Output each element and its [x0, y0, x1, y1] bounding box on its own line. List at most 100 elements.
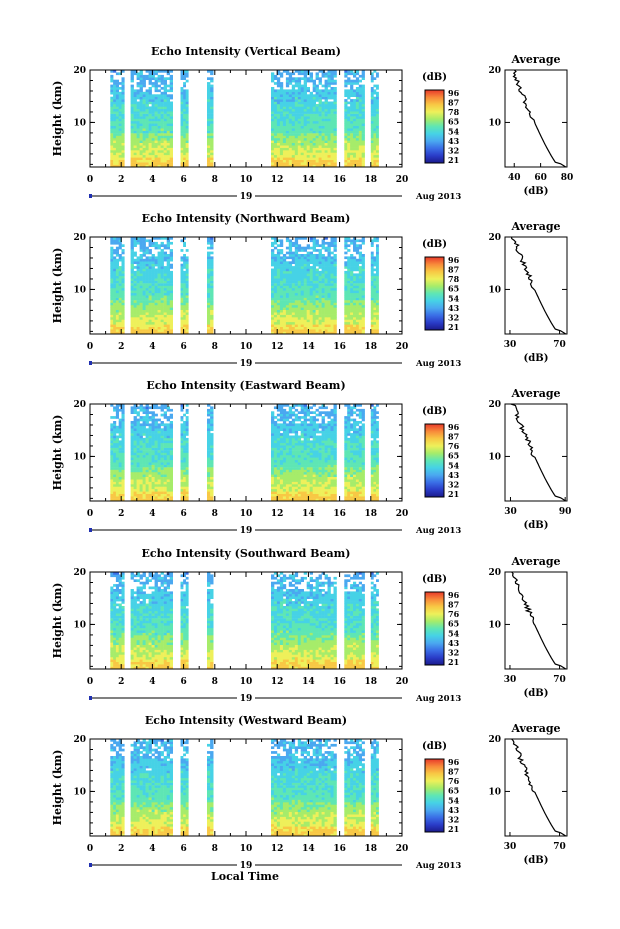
heatmap-cell	[355, 91, 360, 95]
heatmap-cell	[163, 87, 167, 90]
heatmap-cell	[160, 481, 164, 485]
heatmap-cell	[350, 89, 354, 93]
heatmap-cell	[353, 290, 357, 294]
heatmap-cell	[169, 263, 173, 267]
heatmap-cell	[315, 312, 319, 315]
heatmap-cell	[110, 108, 114, 112]
heatmap-cell	[327, 307, 331, 310]
heatmap-cell	[151, 437, 155, 441]
heatmap-cell	[324, 94, 328, 97]
heatmap-cell	[151, 244, 155, 247]
heatmap-cell	[327, 116, 331, 119]
heatmap-cell	[285, 116, 290, 119]
heatmap-cell	[145, 159, 149, 163]
heatmap-cell	[358, 89, 362, 93]
heatmap-cell	[312, 142, 316, 146]
heatmap-cell	[180, 99, 184, 102]
heatmap-cell	[154, 273, 158, 277]
heatmap-cell	[166, 450, 170, 453]
heatmap-cell	[145, 326, 149, 330]
heatmap-cell	[160, 128, 164, 131]
heatmap-cell	[350, 140, 354, 143]
heatmap-cell	[130, 157, 134, 160]
heatmap-cell	[185, 133, 189, 136]
heatmap-cell	[370, 309, 374, 313]
heatmap-cell	[113, 428, 117, 431]
heatmap-cell	[276, 150, 281, 153]
heatmap-cell	[355, 123, 360, 126]
heatmap-cell	[273, 137, 278, 141]
heatmap-cell	[327, 278, 331, 281]
heatmap-cell	[185, 147, 189, 151]
heatmap-cell	[276, 106, 281, 110]
heatmap-cell	[297, 106, 302, 110]
heatmap-cell	[151, 147, 155, 151]
heatmap-cell	[110, 331, 114, 335]
heatmap-cell	[300, 145, 304, 148]
heatmap-cell	[358, 258, 362, 262]
heatmap-cell	[136, 94, 140, 97]
heatmap-cell	[294, 135, 299, 139]
heatmap-cell	[113, 467, 117, 470]
heatmap-cell	[169, 108, 173, 112]
average-x-label: (dB)	[524, 186, 549, 197]
heatmap-cell	[142, 162, 146, 165]
heatmap-cell	[160, 270, 164, 274]
heatmap-cell	[355, 130, 360, 134]
heatmap-cell	[130, 493, 134, 497]
heatmap-cell	[154, 77, 158, 80]
heatmap-cell	[154, 452, 158, 456]
heatmap-cell	[110, 297, 114, 301]
heatmap-cell	[271, 147, 275, 151]
heatmap-cell	[347, 321, 351, 325]
heatmap-cell	[276, 72, 281, 76]
heatmap-cell	[169, 452, 173, 456]
heatmap-cell	[315, 157, 319, 160]
heatmap-cell	[297, 326, 302, 330]
heatmap-cell	[312, 116, 316, 119]
heatmap-cell	[355, 118, 360, 122]
heatmap-cell	[151, 118, 155, 122]
heatmap-cell	[183, 283, 186, 286]
heatmap-cell	[169, 442, 173, 446]
heatmap-cell	[180, 128, 184, 131]
heatmap-cell	[373, 324, 377, 327]
heatmap-cell	[303, 74, 307, 78]
heatmap-cell	[157, 326, 161, 330]
heatmap-cell	[169, 295, 173, 298]
heatmap-cell	[344, 273, 348, 277]
heatmap-cell	[113, 268, 117, 272]
heatmap-cell	[118, 140, 122, 143]
heatmap-cell	[148, 285, 152, 289]
heatmap-cell	[361, 157, 365, 160]
heatmap-cell	[309, 77, 313, 80]
heatmap-cell	[130, 471, 134, 475]
heatmap-cell	[139, 442, 143, 446]
heatmap-cell	[110, 476, 114, 480]
heatmap-cell	[160, 324, 164, 327]
heatmap-cell	[297, 292, 302, 296]
heatmap-cell	[207, 91, 211, 95]
heatmap-cell	[297, 91, 302, 95]
heatmap-cell	[169, 493, 173, 497]
heatmap-cell	[279, 111, 284, 114]
heatmap-cell	[180, 111, 184, 114]
heatmap-cell	[166, 113, 170, 117]
heatmap-cell	[139, 244, 143, 247]
heatmap-cell	[361, 319, 365, 323]
heatmap-cell	[361, 99, 365, 102]
heatmap-cell	[312, 137, 316, 141]
heatmap-cell	[321, 157, 325, 160]
heatmap-cell	[303, 275, 307, 279]
heatmap-cell	[118, 133, 122, 136]
heatmap-cell	[139, 462, 143, 465]
heatmap-cell	[145, 435, 149, 439]
heatmap-cell	[157, 467, 161, 470]
heatmap-cell	[347, 304, 351, 308]
heatmap-cell	[154, 462, 158, 465]
heatmap-cell	[288, 130, 293, 134]
heatmap-cell	[358, 326, 362, 330]
heatmap-cell	[151, 116, 155, 119]
heatmap-cell	[288, 326, 293, 330]
heatmap-cell	[370, 116, 374, 119]
